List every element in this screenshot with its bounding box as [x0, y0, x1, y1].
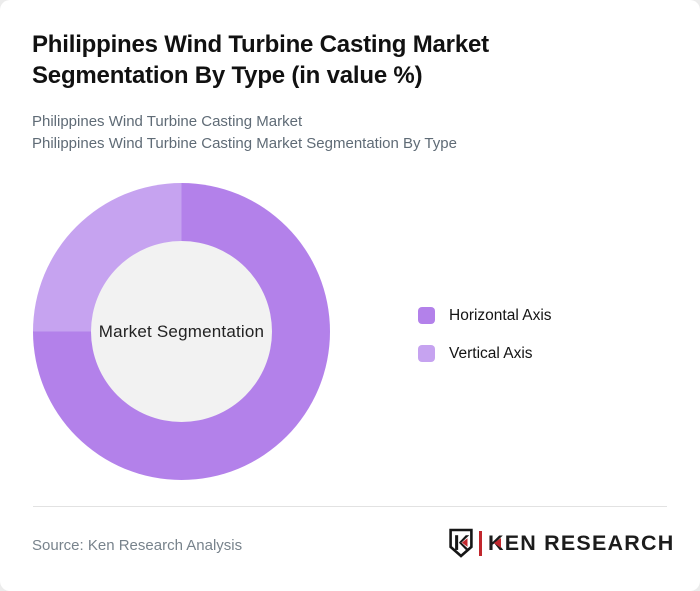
- chart-subtitle: Philippines Wind Turbine Casting Market …: [32, 111, 457, 154]
- legend-label-vertical-axis: Vertical Axis: [449, 344, 533, 362]
- logo-divider: [479, 530, 482, 556]
- donut-center: Market Segmentation: [91, 241, 272, 422]
- ken-research-shield-icon: [449, 528, 473, 558]
- donut-center-label: Market Segmentation: [98, 321, 265, 341]
- legend-item-vertical-axis: Vertical Axis: [418, 345, 552, 362]
- page-title-line-2: Segmentation By Type (in value %): [32, 62, 423, 89]
- source-text: Source: Ken Research Analysis: [32, 537, 243, 554]
- ken-research-logo: KEN RESEARCH: [448, 528, 674, 558]
- legend-swatch-horizontal-axis: [418, 307, 435, 324]
- footer-divider: [33, 506, 667, 507]
- page-title-line-1: Philippines Wind Turbine Casting Market: [32, 31, 489, 58]
- legend-swatch-vertical-axis: [418, 345, 435, 362]
- legend-label-horizontal-axis: Horizontal Axis: [449, 306, 552, 324]
- red-triangle-icon: [494, 538, 501, 548]
- subtitle-line-1: Philippines Wind Turbine Casting Market: [32, 113, 303, 130]
- brand-wordmark-text: KEN RESEARCH: [488, 531, 675, 555]
- donut-chart: Market Segmentation: [33, 183, 330, 480]
- subtitle-line-2: Philippines Wind Turbine Casting Market …: [32, 134, 457, 152]
- legend-item-horizontal-axis: Horizontal Axis: [418, 307, 552, 324]
- legend: Horizontal Axis Vertical Axis: [418, 307, 552, 383]
- page-title: Philippines Wind Turbine Casting Market …: [32, 29, 489, 91]
- brand-wordmark: KEN RESEARCH: [488, 528, 674, 558]
